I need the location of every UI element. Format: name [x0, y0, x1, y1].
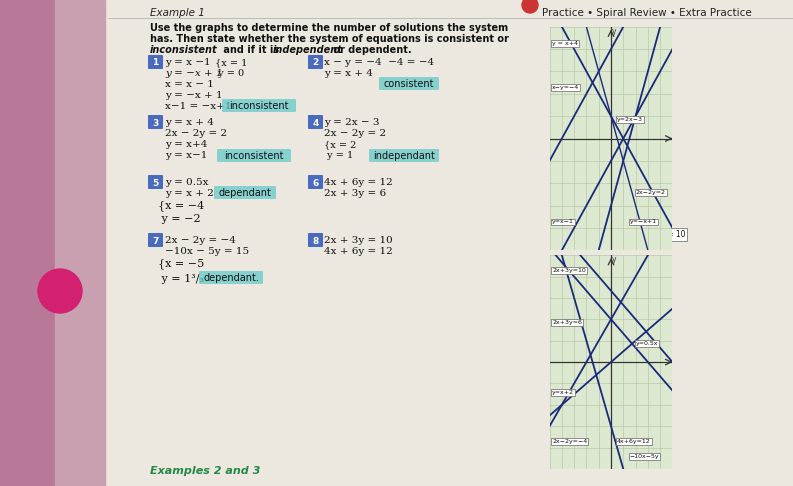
Text: 2x + 3y = 10: 2x + 3y = 10: [634, 230, 685, 239]
Text: y=0.5x: y=0.5x: [635, 341, 658, 346]
Text: 5: 5: [152, 178, 159, 188]
Text: and if it is: and if it is: [220, 45, 282, 55]
Text: −10x−5y: −10x−5y: [630, 454, 659, 459]
Text: y: y: [611, 255, 616, 264]
Text: 4x + 6y = 12: 4x + 6y = 12: [324, 178, 393, 187]
Text: y: y: [611, 27, 616, 35]
Text: x−1 = −x+1: x−1 = −x+1: [165, 102, 232, 111]
Text: 4x+6y=12: 4x+6y=12: [617, 439, 651, 444]
FancyBboxPatch shape: [199, 271, 263, 284]
Text: y = x −1: y = x −1: [165, 58, 211, 67]
Text: {x = 2: {x = 2: [324, 140, 356, 149]
Text: 4: 4: [312, 119, 319, 127]
Text: {x = −5: {x = −5: [158, 258, 205, 269]
Text: Use the graphs to determine the number of solutions the system: Use the graphs to determine the number o…: [150, 23, 508, 33]
Text: 2x − 2y = 2: 2x − 2y = 2: [165, 129, 227, 138]
Text: y = x+4: y = x+4: [552, 41, 578, 46]
Text: 2x + 3y = 6: 2x + 3y = 6: [324, 189, 386, 198]
Text: {x = −4: {x = −4: [158, 200, 205, 211]
Text: dependant: dependant: [219, 188, 271, 198]
Text: y = −2: y = −2: [158, 214, 201, 224]
Text: consistent: consistent: [384, 79, 435, 89]
Text: y = 2x − 3: y = 2x − 3: [324, 118, 380, 127]
Circle shape: [38, 269, 82, 313]
Text: 2x−2y=−4: 2x−2y=−4: [552, 439, 588, 444]
FancyBboxPatch shape: [379, 77, 439, 90]
Text: y = x + 4: y = x + 4: [324, 69, 373, 78]
Text: y=2x−3: y=2x−3: [617, 117, 643, 122]
FancyBboxPatch shape: [148, 55, 163, 69]
Text: 8: 8: [312, 237, 319, 245]
FancyBboxPatch shape: [148, 115, 163, 129]
Text: 2x − 2y = −4: 2x − 2y = −4: [165, 236, 236, 245]
Text: y=x−1: y=x−1: [552, 220, 574, 225]
Text: independent: independent: [273, 45, 343, 55]
Text: −10x − 5y = 15: −10x − 5y = 15: [165, 247, 249, 256]
Bar: [0, 0, 55, 486]
Text: y = x+4: y = x+4: [165, 140, 208, 149]
Text: y=−x+1: y=−x+1: [630, 220, 657, 225]
Text: inconsistent: inconsistent: [224, 151, 284, 161]
FancyBboxPatch shape: [308, 55, 323, 69]
Text: 1: 1: [152, 58, 159, 68]
FancyBboxPatch shape: [369, 149, 439, 162]
Text: 2: 2: [312, 58, 319, 68]
Text: y=x+2: y=x+2: [552, 390, 574, 395]
Text: y = −x + 1: y = −x + 1: [165, 69, 223, 78]
Text: {x = 1: {x = 1: [215, 58, 247, 67]
Text: 7: 7: [152, 237, 159, 245]
Text: x − y = −4  −4 = −4: x − y = −4 −4 = −4: [324, 58, 434, 67]
Text: 6: 6: [312, 178, 319, 188]
Text: has. Then state whether the system of equations is consistent or: has. Then state whether the system of eq…: [150, 34, 509, 44]
Text: y = −x + 1: y = −x + 1: [165, 91, 223, 100]
Text: Examples 2 and 3: Examples 2 and 3: [150, 466, 260, 476]
FancyBboxPatch shape: [148, 233, 163, 247]
Text: Practice • Spiral Review • Extra Practice: Practice • Spiral Review • Extra Practic…: [542, 8, 752, 18]
Text: 3: 3: [152, 119, 159, 127]
Bar: [108, 0, 793, 486]
Text: 2x − 2y = 2: 2x − 2y = 2: [324, 129, 386, 138]
Bar: [0, 0, 105, 486]
Text: y = 1: y = 1: [324, 151, 353, 160]
Text: 4x + 6y = 12: 4x + 6y = 12: [324, 247, 393, 256]
FancyBboxPatch shape: [308, 233, 323, 247]
Text: inconsistent: inconsistent: [150, 45, 217, 55]
Text: x = x − 1: x = x − 1: [165, 80, 214, 89]
FancyBboxPatch shape: [308, 115, 323, 129]
Text: 2x−2y=2: 2x−2y=2: [635, 191, 665, 195]
FancyBboxPatch shape: [148, 175, 163, 189]
Text: y = 1³/₃: y = 1³/₃: [158, 274, 204, 284]
Bar: [55, 0, 105, 486]
Text: dependant.: dependant.: [203, 273, 259, 283]
FancyBboxPatch shape: [214, 186, 276, 199]
Text: inconsistent: inconsistent: [229, 101, 289, 111]
Text: independant: independant: [373, 151, 435, 161]
FancyBboxPatch shape: [308, 175, 323, 189]
Circle shape: [522, 0, 538, 13]
Text: Example 1: Example 1: [150, 8, 205, 18]
Bar: [105, 0, 793, 486]
FancyBboxPatch shape: [217, 149, 291, 162]
Text: y = 0: y = 0: [215, 69, 244, 78]
FancyBboxPatch shape: [222, 99, 296, 112]
Text: y = x + 2: y = x + 2: [165, 189, 214, 198]
Text: y = 0.5x: y = 0.5x: [165, 178, 209, 187]
Text: or dependent.: or dependent.: [330, 45, 412, 55]
Text: 2x + 3y = 10: 2x + 3y = 10: [324, 236, 393, 245]
Text: x−y=−4: x−y=−4: [552, 86, 579, 90]
Text: y = x + 4: y = x + 4: [165, 118, 214, 127]
Text: 2x+3y=6: 2x+3y=6: [552, 320, 582, 325]
Text: 2x+3y=10: 2x+3y=10: [552, 268, 586, 273]
Text: y = x−1: y = x−1: [165, 151, 208, 160]
